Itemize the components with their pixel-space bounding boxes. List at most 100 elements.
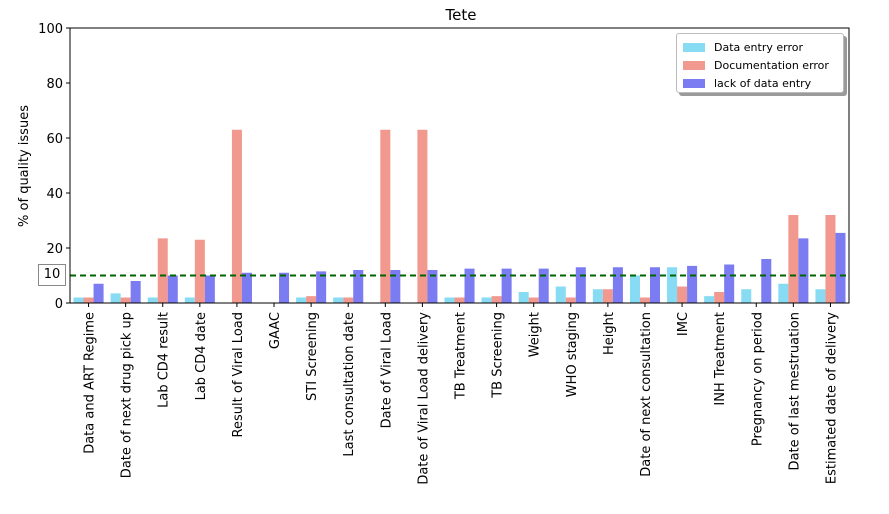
bars-group [73,129,846,304]
bar [538,268,549,304]
bar [204,275,215,303]
bar [565,297,576,303]
y-tick-label: 80 [46,77,63,92]
legend-item-data-entry-error: Data entry error [683,38,843,56]
x-tick-label: Result of Viral Load [231,312,246,437]
x-tick-label: Lab CD4 result [157,312,172,408]
bar [575,267,586,303]
x-tick-label: Height [602,312,617,355]
bar [353,270,364,303]
y-ticks-group: 0 20 40 60 80 100 [38,22,70,312]
x-tick-label: Data and ART Regime [83,312,98,454]
bar [825,215,836,303]
bar [316,271,327,304]
bar [296,297,307,303]
legend-item-lack-of-data-entry: lack of data entry [683,74,843,92]
bar [130,281,141,303]
reference-line-label: 10 [38,264,66,286]
legend-label: Data entry error [714,40,803,54]
bar [815,289,826,303]
legend-swatch [683,42,705,52]
y-tick-label: 40 [46,187,63,202]
bar [464,268,475,304]
x-tick-label: Last consultation date [342,312,357,457]
bar [602,289,613,303]
x-tick-label: STI Screening [305,312,320,401]
legend-label: Documentation error [714,58,829,72]
bar [427,270,438,303]
bar [724,264,735,303]
bar [73,297,84,303]
bar [194,239,205,303]
legend-swatch [683,78,705,88]
bar [167,275,178,303]
y-tick-label: 0 [55,297,63,312]
y-tick-label: 60 [46,132,63,147]
bar [157,238,168,304]
bar [83,297,94,303]
bar [741,289,752,303]
x-tick-label: Date of Viral Load delivery [416,312,431,485]
legend: Data entry error Documentation error lac… [676,33,844,93]
bar [184,297,195,303]
bar [798,238,809,304]
x-tick-label: TB Screening [491,312,506,399]
bar [667,267,678,303]
bar [231,129,242,303]
bar [491,296,502,304]
bar [120,297,131,303]
bar [343,297,354,303]
bar [761,259,772,303]
bar [444,297,455,303]
bar [93,283,104,303]
y-axis-label: % of quality issues [17,105,32,227]
bar [612,267,623,303]
x-tick-label: Date of next consultation [639,312,654,477]
bar [778,283,789,303]
x-tick-label: Pregnancy on period [750,312,765,446]
bar [677,286,688,303]
bar [649,267,660,303]
bar [306,296,317,304]
bar [788,215,799,303]
bar [714,292,725,303]
bar [528,297,539,303]
bar [279,272,290,303]
bar [687,265,698,304]
bar [629,275,640,303]
x-tick-label: GAAC [268,312,283,349]
bar [454,297,465,303]
x-tick-label: WHO staging [565,312,580,397]
x-tick-label: IMC [676,312,691,336]
x-tick-label: Weight [528,312,543,357]
bar [241,272,252,303]
bar [147,297,158,303]
bar [380,129,391,303]
chart-title: Tete [445,6,477,24]
x-tick-label: Date of next drug pick up [120,312,135,478]
bar [110,293,121,304]
x-ticks-group: Data and ART Regime Date of next drug pic… [83,303,839,485]
y-tick-label: 20 [46,242,63,257]
x-tick-label: Date of Viral Load [379,312,394,428]
bar [835,232,846,304]
legend-item-documentation-error: Documentation error [683,56,843,74]
x-tick-label: INH Treatment [713,312,728,406]
bar [555,286,566,303]
x-tick-label: TB Treatment [454,312,469,400]
bar [417,129,428,303]
bar [639,297,650,303]
bar [333,297,344,303]
bar [592,289,603,303]
bar [481,297,492,303]
bar [518,292,529,303]
bar [390,270,401,303]
legend-swatch [683,60,705,70]
x-tick-label: Date of last mestruation [787,312,802,470]
x-tick-label: Lab CD4 date [194,312,209,400]
bar [501,268,512,304]
legend-label: lack of data entry [714,76,812,90]
x-tick-label: Estimated date of delivery [824,312,839,484]
